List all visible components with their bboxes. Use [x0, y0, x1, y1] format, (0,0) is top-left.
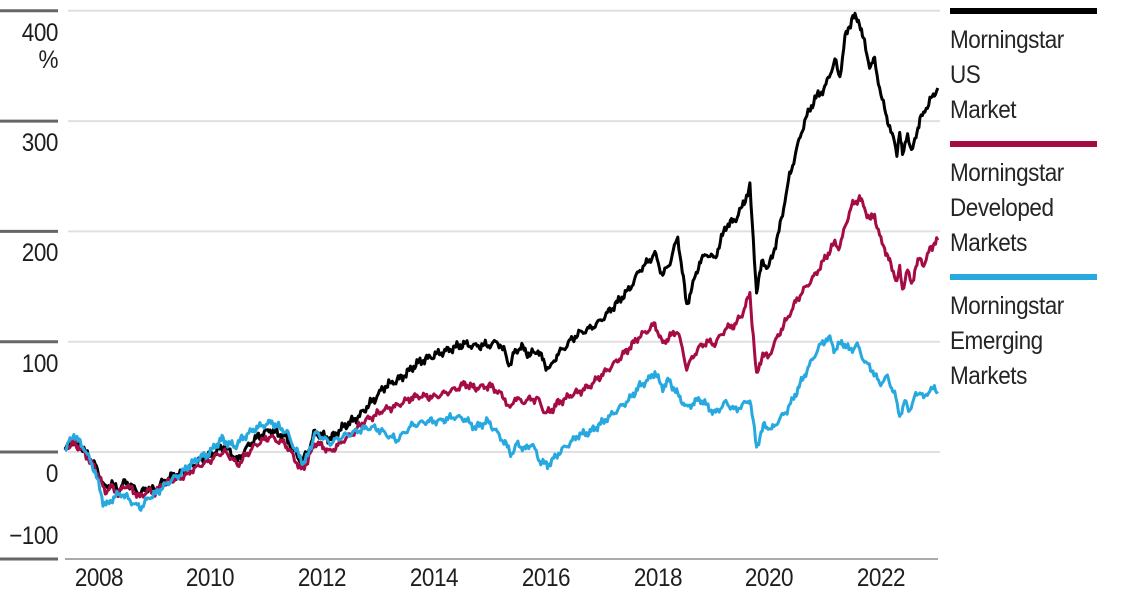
x-tick-label-2012: 2012	[298, 564, 347, 592]
series-line-morningstar-emerging-markets	[64, 334, 939, 512]
legend-label-line: Morningstar	[950, 292, 1064, 320]
chart-legend: Morningstar US Market Morningstar Developed M…	[950, 8, 1120, 407]
legend-label-line: US	[950, 61, 981, 89]
legend-item-morningstar-us-market: Morningstar US Market	[950, 8, 1120, 128]
x-tick-label-2010: 2010	[186, 564, 235, 592]
legend-label-line: Emerging	[950, 327, 1043, 355]
legend-swatch-morningstar-us-market	[950, 8, 1097, 14]
y-tick-label-100: 100	[21, 349, 59, 378]
y-tick-label-200: 200	[21, 239, 59, 268]
legend-label-line: Markets	[950, 229, 1027, 257]
legend-item-morningstar-developed-markets: Morningstar Developed Markets	[950, 141, 1120, 261]
x-tick-label-2014: 2014	[409, 564, 459, 592]
series-line-morningstar-us-market	[63, 11, 940, 497]
x-tick-label-2018: 2018	[633, 564, 683, 592]
legend-swatch-morningstar-emerging-markets	[950, 274, 1097, 280]
legend-label-line: Morningstar	[950, 26, 1064, 54]
x-tick-label-2020: 2020	[745, 564, 794, 592]
x-tick-label-2022: 2022	[857, 564, 906, 592]
y-tick-label-300: 300	[21, 129, 59, 158]
legend-item-morningstar-emerging-markets: Morningstar Emerging Markets	[950, 274, 1120, 394]
y-axis-unit-label: %	[38, 45, 58, 74]
series-line-morningstar-developed-markets	[63, 194, 940, 499]
legend-label-line: Developed	[950, 194, 1054, 222]
legend-label-line: Morningstar	[950, 159, 1064, 187]
y-tick-label-400: 400	[21, 18, 59, 47]
x-tick-label-2016: 2016	[521, 564, 571, 592]
y-tick-label--100: −100	[9, 522, 59, 550]
legend-label-line: Markets	[950, 362, 1027, 390]
y-tick-label-0: 0	[45, 460, 59, 488]
legend-swatch-morningstar-developed-markets	[950, 141, 1097, 147]
x-tick-label-2008: 2008	[74, 564, 123, 592]
legend-label-line: Market	[950, 96, 1017, 124]
